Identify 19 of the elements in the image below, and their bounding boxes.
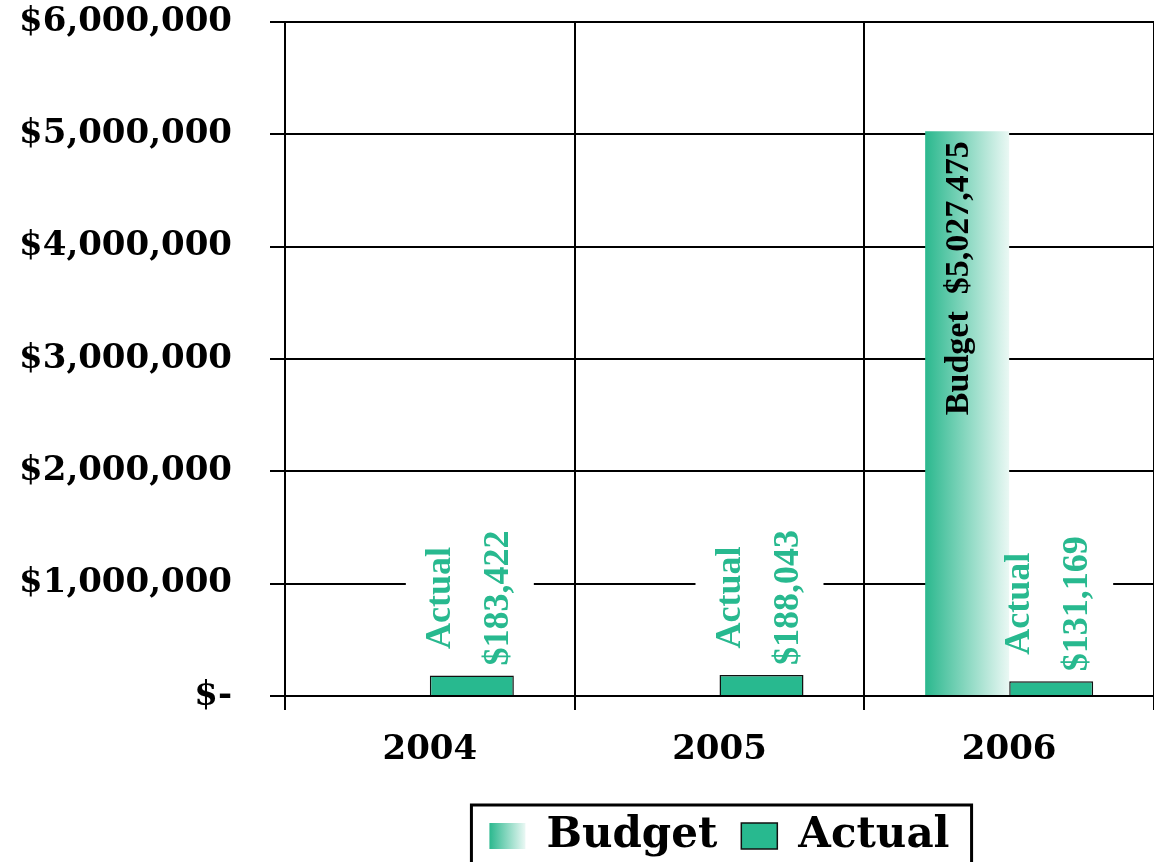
- data-label: $131,169: [1055, 536, 1096, 672]
- y-tick-label: $3,000,000: [19, 335, 232, 376]
- y-tick-label: $2,000,000: [19, 448, 232, 489]
- text: Actual: [997, 552, 1038, 655]
- x-tick-label: 2005: [672, 727, 767, 768]
- y-tick-label: $5,000,000: [19, 111, 232, 152]
- y-tick-label: $-: [194, 672, 232, 713]
- legend-label: Budget: [546, 807, 718, 857]
- legend-label: Actual: [797, 807, 950, 857]
- text: Actual: [707, 546, 748, 649]
- text: Budget $5,027,475: [937, 141, 975, 416]
- y-tick-label: $1,000,000: [19, 560, 232, 601]
- y-tick-label: $6,000,000: [19, 0, 232, 39]
- x-tick-label: 2006: [961, 727, 1057, 768]
- y-tick-label: $4,000,000: [19, 223, 232, 264]
- data-label: $188,043: [765, 529, 806, 665]
- x-tick-label: 2004: [382, 727, 478, 768]
- text: Actual: [418, 546, 459, 649]
- data-label: $183,422: [476, 530, 517, 666]
